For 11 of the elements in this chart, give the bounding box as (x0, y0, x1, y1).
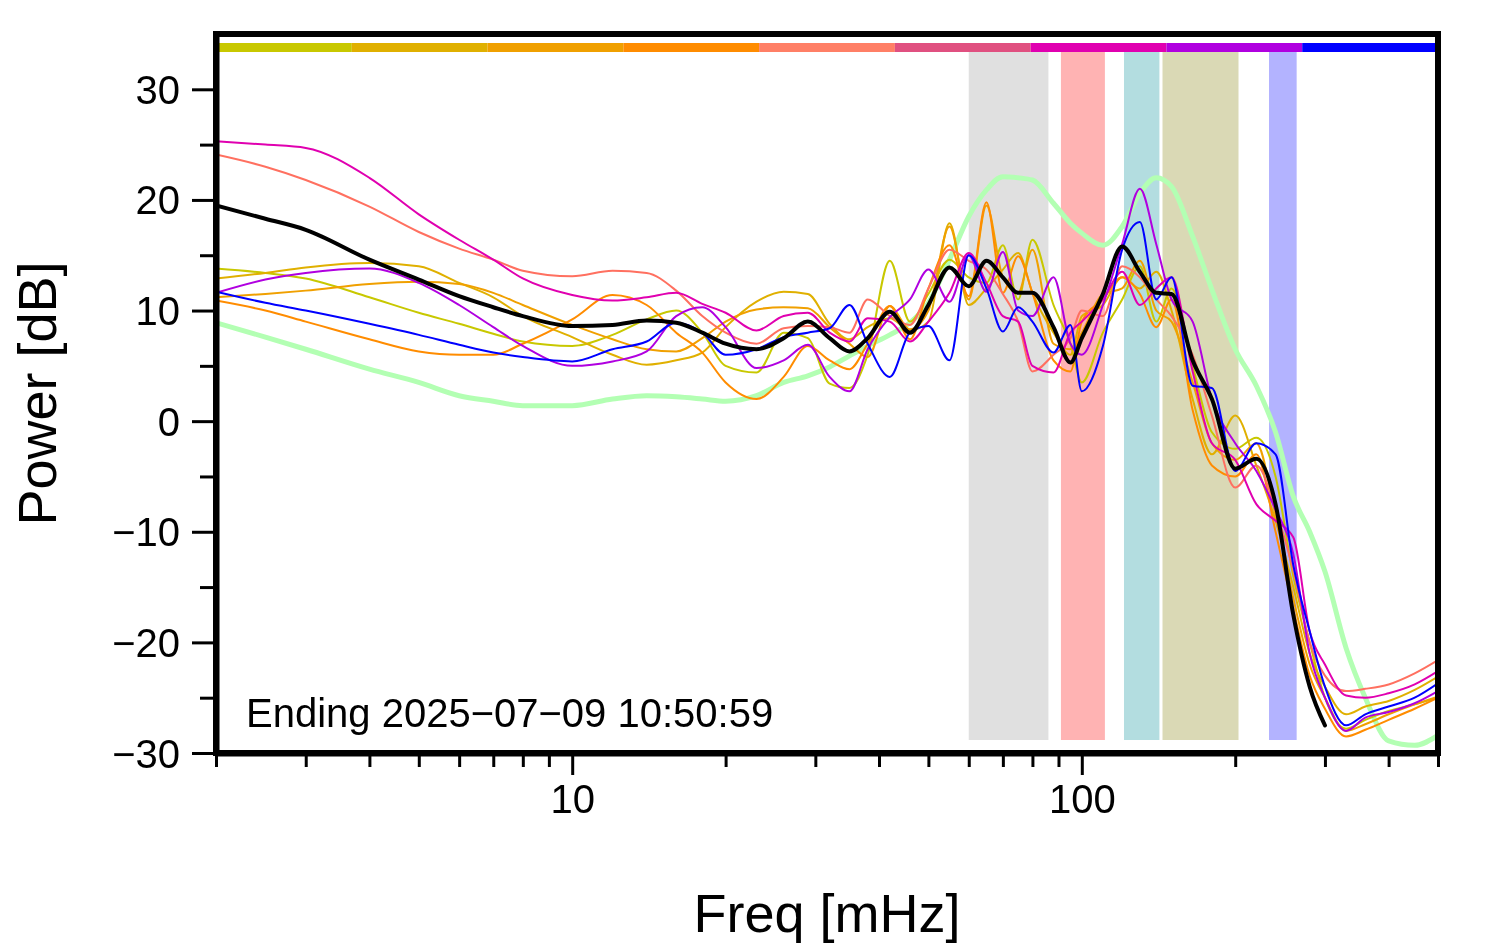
y-axis-title: Power [dB] (7, 261, 67, 526)
y-tick-label: 0 (157, 399, 180, 444)
x-tick-label: 100 (1048, 777, 1116, 822)
y-tick-label: 10 (135, 289, 180, 334)
x-axis-title: Freq [mHz] (693, 883, 961, 943)
annotation: Ending 2025−07−09 10:50:59 (246, 691, 774, 735)
y-tick-label: −10 (112, 510, 180, 555)
y-tick-label: 20 (135, 178, 180, 223)
y-tick-label: −20 (112, 620, 180, 665)
y-tick-label: −30 (112, 731, 180, 776)
y-tick-label: 30 (135, 67, 180, 112)
